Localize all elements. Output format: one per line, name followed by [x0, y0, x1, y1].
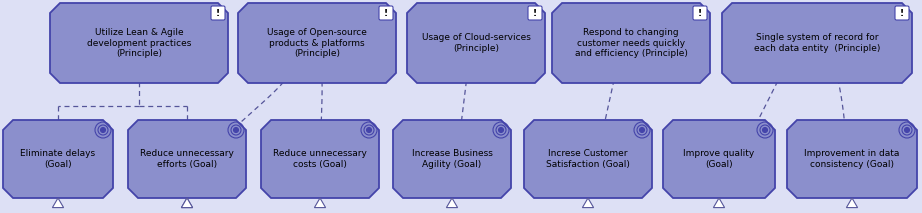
- Text: Increase Business
Agility (Goal): Increase Business Agility (Goal): [411, 149, 492, 169]
- Text: !: !: [384, 9, 388, 17]
- Polygon shape: [846, 198, 857, 208]
- Polygon shape: [314, 198, 325, 208]
- Circle shape: [640, 128, 644, 132]
- Polygon shape: [787, 120, 917, 198]
- Text: !: !: [900, 9, 904, 17]
- Text: Respond to changing
customer needs quickly
and efficiency (Principle): Respond to changing customer needs quick…: [574, 28, 688, 58]
- Polygon shape: [182, 198, 193, 208]
- Text: !: !: [698, 9, 702, 17]
- Polygon shape: [238, 3, 396, 83]
- FancyBboxPatch shape: [528, 6, 542, 20]
- Circle shape: [762, 128, 767, 132]
- Circle shape: [367, 128, 372, 132]
- Polygon shape: [3, 120, 113, 198]
- Polygon shape: [663, 120, 775, 198]
- Text: Usage of Open-source
products & platforms
(Principle): Usage of Open-source products & platform…: [267, 28, 367, 58]
- Circle shape: [100, 128, 105, 132]
- Circle shape: [499, 128, 503, 132]
- Polygon shape: [50, 3, 228, 83]
- FancyBboxPatch shape: [379, 6, 393, 20]
- Text: !: !: [533, 9, 537, 17]
- Polygon shape: [407, 3, 545, 83]
- Text: Usage of Cloud-services
(Principle): Usage of Cloud-services (Principle): [421, 33, 530, 53]
- Text: Eliminate delays
(Goal): Eliminate delays (Goal): [20, 149, 96, 169]
- Text: !: !: [216, 9, 220, 17]
- Polygon shape: [446, 198, 457, 208]
- FancyBboxPatch shape: [693, 6, 707, 20]
- Circle shape: [233, 128, 239, 132]
- Text: Improve quality
(Goal): Improve quality (Goal): [683, 149, 754, 169]
- Polygon shape: [53, 198, 64, 208]
- Circle shape: [904, 128, 909, 132]
- Polygon shape: [722, 3, 912, 83]
- Polygon shape: [714, 198, 725, 208]
- Text: Reduce unnecessary
efforts (Goal): Reduce unnecessary efforts (Goal): [140, 149, 234, 169]
- Polygon shape: [261, 120, 379, 198]
- Polygon shape: [128, 120, 246, 198]
- Polygon shape: [182, 198, 193, 208]
- FancyBboxPatch shape: [211, 6, 225, 20]
- Text: Improvement in data
consistency (Goal): Improvement in data consistency (Goal): [804, 149, 900, 169]
- Polygon shape: [524, 120, 652, 198]
- Text: Single system of record for
each data entity  (Principle): Single system of record for each data en…: [754, 33, 881, 53]
- Polygon shape: [393, 120, 511, 198]
- Text: Reduce unnecessary
costs (Goal): Reduce unnecessary costs (Goal): [273, 149, 367, 169]
- Polygon shape: [552, 3, 710, 83]
- Text: Utilize Lean & Agile
development practices
(Principle): Utilize Lean & Agile development practic…: [87, 28, 191, 58]
- FancyBboxPatch shape: [895, 6, 909, 20]
- Polygon shape: [583, 198, 594, 208]
- Text: Increse Customer
Satisfaction (Goal): Increse Customer Satisfaction (Goal): [546, 149, 630, 169]
